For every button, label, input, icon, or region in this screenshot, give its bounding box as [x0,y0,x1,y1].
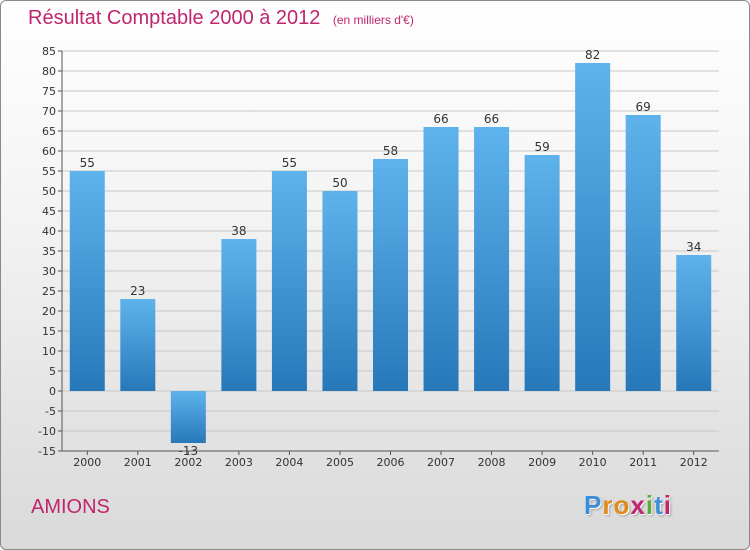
y-tick-label: 40 [42,225,56,238]
y-tick-label: 25 [42,285,56,298]
y-tick-label: 55 [42,165,56,178]
data-label-2000: 55 [80,156,95,170]
y-tick-label: -15 [38,445,56,458]
y-tick-label: 75 [42,85,56,98]
x-tick-label-2001: 2001 [124,456,152,469]
bar-2002 [170,391,206,443]
bar-2005 [322,191,358,391]
y-tick-label: 15 [42,325,56,338]
logo-letter: i [663,490,672,520]
data-label-2009: 59 [534,140,549,154]
data-label-2001: 23 [130,284,145,298]
x-tick-label-2008: 2008 [478,456,506,469]
chart-title-main: Résultat Comptable 2000 à 2012 [28,7,321,29]
bar-2004 [271,171,307,391]
bar-2012 [676,255,712,391]
x-tick-label-2012: 2012 [680,456,708,469]
data-label-2008: 66 [484,112,499,126]
data-label-2011: 69 [636,100,651,114]
bar-2001 [120,299,156,391]
y-tick-label: -10 [38,425,56,438]
x-tick-label-2003: 2003 [225,456,253,469]
logo-letter: i [645,490,655,520]
logo-letter: o [613,490,631,520]
y-tick-label: 20 [42,305,56,318]
data-label-2004: 55 [282,156,297,170]
x-tick-label-2006: 2006 [377,456,405,469]
bar-2010 [575,63,611,391]
y-tick-label: 80 [42,65,56,78]
y-tick-label: 50 [42,185,56,198]
bar-2008 [474,127,510,391]
logo-letter: x [630,490,646,520]
chart-title: Résultat Comptable 2000 à 2012 (en milli… [28,7,414,30]
y-tick-label: 35 [42,245,56,258]
y-tick-label: 65 [42,125,56,138]
x-tick-label-2011: 2011 [629,456,657,469]
y-tick-label: -5 [45,405,56,418]
x-tick-label-2007: 2007 [427,456,455,469]
data-label-2006: 58 [383,144,398,158]
chart-subtitle: (en milliers d'€) [332,13,414,27]
data-label-2012: 34 [686,240,701,254]
y-tick-label: 0 [49,385,56,398]
data-label-2005: 50 [332,176,347,190]
proxiti-logo: Proxiti [584,490,672,521]
y-tick-label: 30 [42,265,56,278]
logo-letter: t [654,490,664,520]
y-tick-label: 60 [42,145,56,158]
y-tick-label: 10 [42,345,56,358]
data-label-2007: 66 [433,112,448,126]
x-tick-label-2000: 2000 [73,456,101,469]
logo-letter: P [584,490,603,520]
commune-name: AMIONS [31,496,110,518]
x-tick-label-2010: 2010 [579,456,607,469]
bar-2006 [373,159,408,391]
y-tick-label: 70 [42,105,56,118]
x-tick-label-2009: 2009 [528,456,556,469]
y-tick-label: 45 [42,205,56,218]
logo-letter: r [602,490,614,520]
y-tick-label: 85 [42,45,56,58]
bar-2007 [423,127,459,391]
data-label-2003: 38 [231,224,246,238]
bar-2009 [524,155,560,391]
x-tick-label-2004: 2004 [275,456,303,469]
x-tick-label-2002: 2002 [174,456,202,469]
data-label-2010: 82 [585,48,600,62]
bar-2011 [625,115,661,391]
bar-2003 [221,239,257,391]
x-tick-label-2005: 2005 [326,456,354,469]
bar-2000 [69,171,105,391]
y-tick-label: 5 [49,365,56,378]
